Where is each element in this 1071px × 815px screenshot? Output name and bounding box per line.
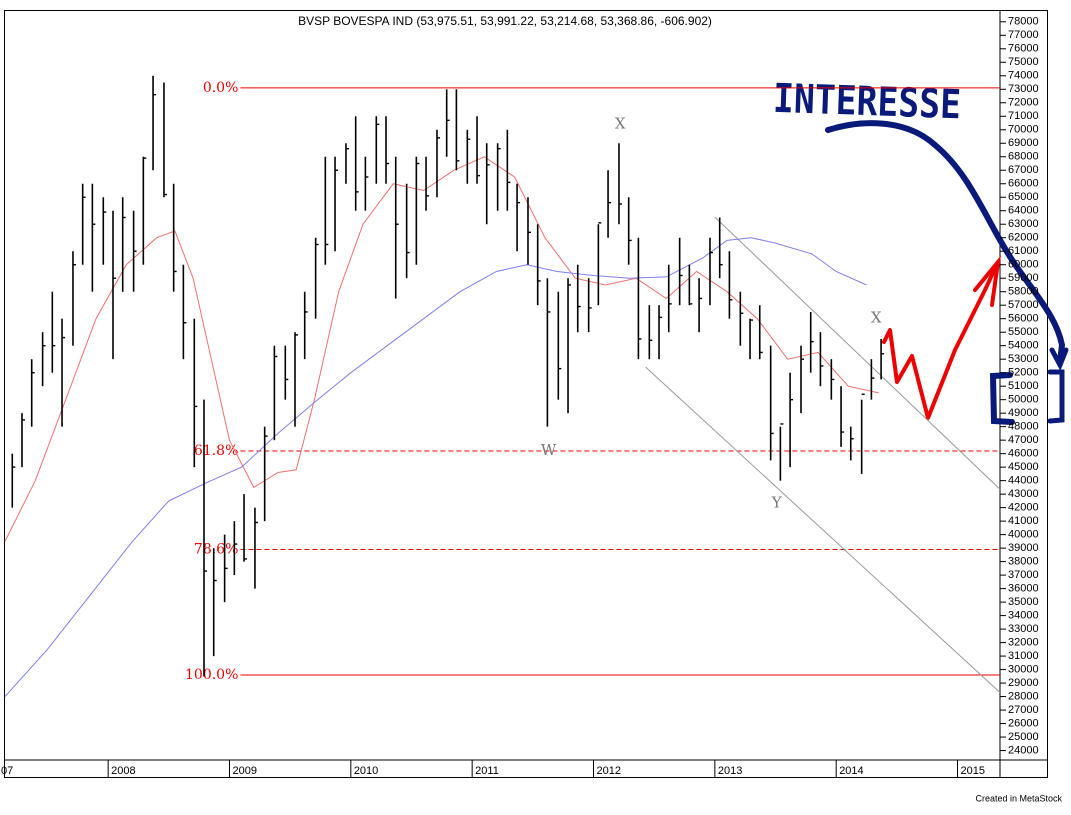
y-tick-label: 77000 (1008, 29, 1039, 41)
x-tick-label: 2013 (718, 765, 742, 777)
y-tick-label: 35000 (1008, 596, 1039, 608)
y-tick-label: 26000 (1008, 717, 1039, 729)
y-tick-label: 73000 (1008, 83, 1039, 95)
y-tick-label: 72000 (1008, 97, 1039, 109)
y-tick-label: 44000 (1008, 475, 1039, 487)
y-tick-label: 71000 (1008, 110, 1039, 122)
y-tick-label: 30000 (1008, 663, 1039, 675)
y-tick-label: 68000 (1008, 151, 1039, 163)
drawn-bracket (1047, 369, 1065, 424)
moving-average (4, 237, 867, 697)
y-tick-label: 31000 (1008, 650, 1039, 662)
y-tick-label: 69000 (1008, 137, 1039, 149)
x-tick-label: 2009 (232, 765, 256, 777)
wave-label: X (615, 114, 626, 132)
y-tick-label: 55000 (1008, 326, 1039, 338)
y-tick-label: 28000 (1008, 690, 1039, 702)
chart-title: BVSP BOVESPA IND (53,975.51, 53,991.22, … (298, 14, 712, 28)
y-tick-label: 46000 (1008, 448, 1039, 460)
y-tick-label: 43000 (1008, 488, 1039, 500)
frame (4, 10, 1048, 778)
y-tick-label: 78000 (1008, 16, 1039, 28)
y-tick-label: 47000 (1008, 434, 1039, 446)
y-tick-label: 59000 (1008, 272, 1039, 284)
fib-label: 0.0% (203, 80, 239, 96)
x-tick-label: 2014 (839, 765, 863, 777)
drawn-arrow (825, 120, 1066, 365)
y-tick-label: 36000 (1008, 583, 1039, 595)
y-tick-label: 51000 (1008, 380, 1039, 392)
y-tick-label: 54000 (1008, 340, 1039, 352)
drawn-arrowhead (973, 255, 1001, 307)
y-tick-label: 29000 (1008, 677, 1039, 689)
y-tick-label: 48000 (1008, 421, 1039, 433)
y-tick-label: 42000 (1008, 502, 1039, 514)
drawn-bracket (989, 372, 1015, 425)
y-tick-label: 53000 (1008, 353, 1039, 365)
y-tick-label: 33000 (1008, 623, 1039, 635)
x-edge-label: 07 (1, 765, 13, 777)
y-tick-label: 37000 (1008, 569, 1039, 581)
y-tick-label: 66000 (1008, 178, 1039, 190)
y-tick-label: 57000 (1008, 299, 1039, 311)
x-tick-label: 2012 (597, 765, 621, 777)
wave-label: X (871, 309, 882, 327)
y-tick-label: 34000 (1008, 610, 1039, 622)
y-tick-label: 32000 (1008, 636, 1039, 648)
y-tick-label: 76000 (1008, 43, 1039, 55)
y-tick-label: 70000 (1008, 124, 1039, 136)
y-tick-label: 38000 (1008, 556, 1039, 568)
trend-line (645, 366, 1001, 693)
y-tick-label: 41000 (1008, 515, 1039, 527)
y-tick-label: 58000 (1008, 286, 1039, 298)
y-tick-label: 64000 (1008, 205, 1039, 217)
x-tick-label: 2011 (475, 765, 499, 777)
x-tick-label: 2010 (354, 765, 378, 777)
y-tick-label: 56000 (1008, 313, 1039, 325)
y-tick-label: 75000 (1008, 56, 1039, 68)
footer: Created in MetaStock (975, 793, 1062, 803)
wave-label: W (541, 441, 557, 459)
y-tick-label: 63000 (1008, 218, 1039, 230)
x-tick-label: 2015 (961, 765, 985, 777)
fib-label: 61.8% (194, 443, 238, 459)
drawn-arrowhead (1049, 347, 1069, 371)
fib-label: 78.6% (194, 541, 238, 557)
y-tick-label: 60000 (1008, 259, 1039, 271)
y-tick-label: 62000 (1008, 232, 1039, 244)
y-tick-label: 45000 (1008, 461, 1039, 473)
y-tick-label: 39000 (1008, 542, 1039, 554)
y-tick-label: 50000 (1008, 394, 1039, 406)
wave-label: Y (771, 494, 783, 512)
y-tick-label: 25000 (1008, 731, 1039, 743)
y-tick-label: 61000 (1008, 245, 1039, 257)
y-tick-label: 52000 (1008, 367, 1039, 379)
y-tick-label: 65000 (1008, 191, 1039, 203)
moving-average (4, 156, 879, 542)
trend-line (714, 216, 1001, 490)
x-tick-label: 2008 (111, 765, 135, 777)
handwritten-note: INTERESSE (772, 76, 961, 129)
y-tick-label: 24000 (1008, 744, 1039, 756)
fib-label: 100.0% (185, 667, 238, 683)
y-tick-label: 67000 (1008, 164, 1039, 176)
y-tick-label: 40000 (1008, 529, 1039, 541)
drawn-projection (882, 260, 1000, 420)
y-tick-label: 74000 (1008, 70, 1039, 82)
y-tick-label: 49000 (1008, 407, 1039, 419)
y-tick-label: 27000 (1008, 704, 1039, 716)
